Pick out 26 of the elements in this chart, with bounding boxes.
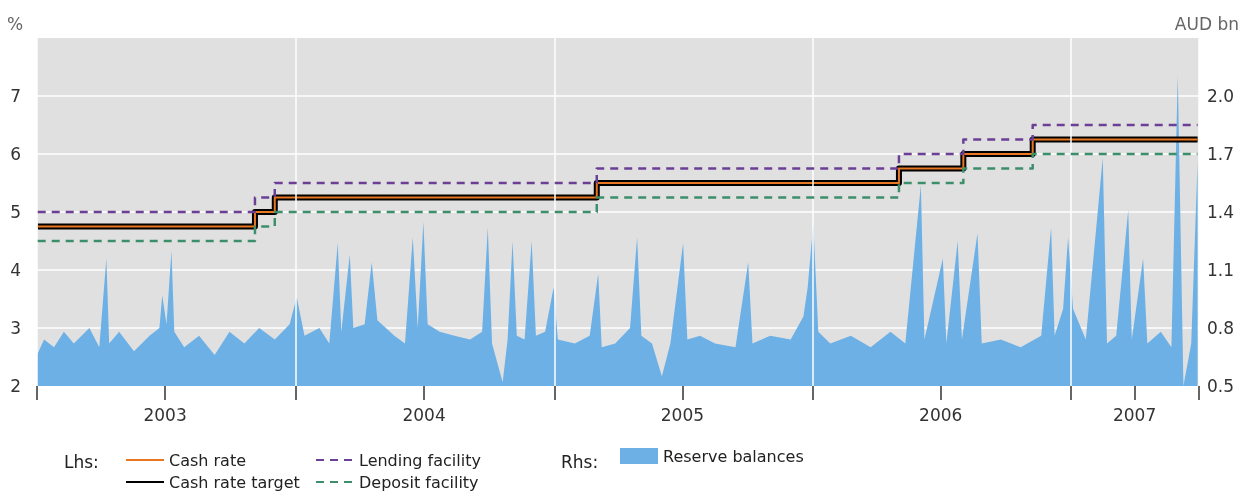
y2-tick-label: 1.7 [1207, 144, 1235, 164]
legend-label: Deposit facility [359, 472, 479, 492]
legend-label: Cash rate target [169, 472, 300, 492]
y-tick-label: 5 [10, 202, 21, 222]
y2-tick-label: 1.1 [1207, 260, 1235, 280]
x-tick-label: 2007 [1112, 404, 1157, 425]
x-tick-label: 2004 [402, 404, 446, 425]
y-tick-label: 2 [10, 376, 21, 396]
y-tick-label: 3 [10, 318, 21, 338]
x-tick-label: 2006 [919, 404, 963, 425]
legend-label: Cash rate [169, 450, 247, 470]
y2-tick-label: 2.0 [1207, 86, 1235, 106]
legend-label: Lending facility [359, 450, 481, 470]
y2-axis-title: AUD bn [1174, 13, 1239, 34]
x-tick-label: 2005 [660, 404, 705, 425]
y2-tick-label: 0.8 [1207, 318, 1235, 338]
y-tick-label: 6 [10, 144, 21, 164]
y-axis-title: % [7, 13, 24, 34]
y-tick-label: 4 [10, 260, 21, 280]
text: Rhs: [561, 451, 599, 472]
y2-tick-label: 1.4 [1207, 202, 1235, 222]
x-tick-label: 2003 [143, 404, 187, 425]
y-tick-label: 7 [10, 86, 21, 106]
y2-tick-label: 0.5 [1207, 376, 1235, 396]
text: Lhs: [64, 451, 99, 472]
legend-label: Reserve balances [663, 446, 804, 466]
